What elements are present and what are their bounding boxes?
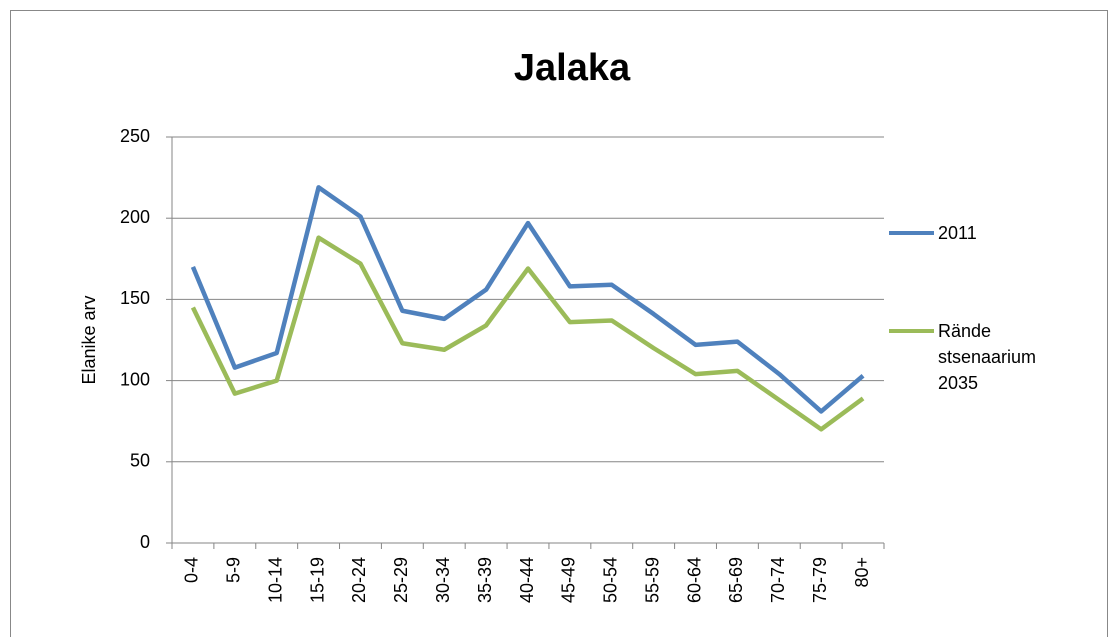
y-tick-label: 150	[120, 288, 150, 308]
x-tick-label: 30-34	[433, 557, 453, 603]
series-line	[190, 235, 865, 432]
y-axis-title: Elanike arv	[79, 295, 99, 384]
series-line	[190, 185, 865, 414]
x-tick-label: 60-64	[684, 557, 704, 603]
y-tick-label: 50	[130, 451, 150, 471]
y-tick-label: 0	[140, 532, 150, 552]
x-tick-label: 40-44	[517, 557, 537, 603]
legend-swatch	[889, 231, 934, 235]
x-tick-label: 75-79	[810, 557, 830, 603]
legend-item: 2011	[889, 220, 1089, 246]
chart-border	[10, 10, 1108, 637]
chart-title: Jalaka	[514, 47, 631, 89]
x-tick-label: 65-69	[726, 557, 746, 603]
x-tick-label: 20-24	[349, 557, 369, 603]
x-tick-label: 0-4	[182, 557, 202, 583]
x-tick-label: 55-59	[642, 557, 662, 603]
x-tick-label: 45-49	[559, 557, 579, 603]
legend-item: Rände stsenaarium 2035	[889, 318, 1089, 396]
x-tick-label: 10-14	[265, 557, 285, 603]
x-tick-label: 5-9	[224, 557, 244, 583]
x-tick-label: 15-19	[307, 557, 327, 603]
legend-label: 2011	[938, 223, 977, 243]
y-tick-label: 200	[120, 207, 150, 227]
y-tick-label: 100	[120, 369, 150, 389]
x-tick-label: 35-39	[475, 557, 495, 603]
legend-label: Rände stsenaarium 2035	[938, 321, 1037, 393]
x-tick-label: 50-54	[601, 557, 621, 603]
y-tick-label: 250	[120, 126, 150, 146]
x-tick-label: 70-74	[768, 557, 788, 603]
x-tick-label: 80+	[852, 557, 872, 588]
x-tick-label: 25-29	[391, 557, 411, 603]
legend-swatch	[889, 329, 934, 333]
